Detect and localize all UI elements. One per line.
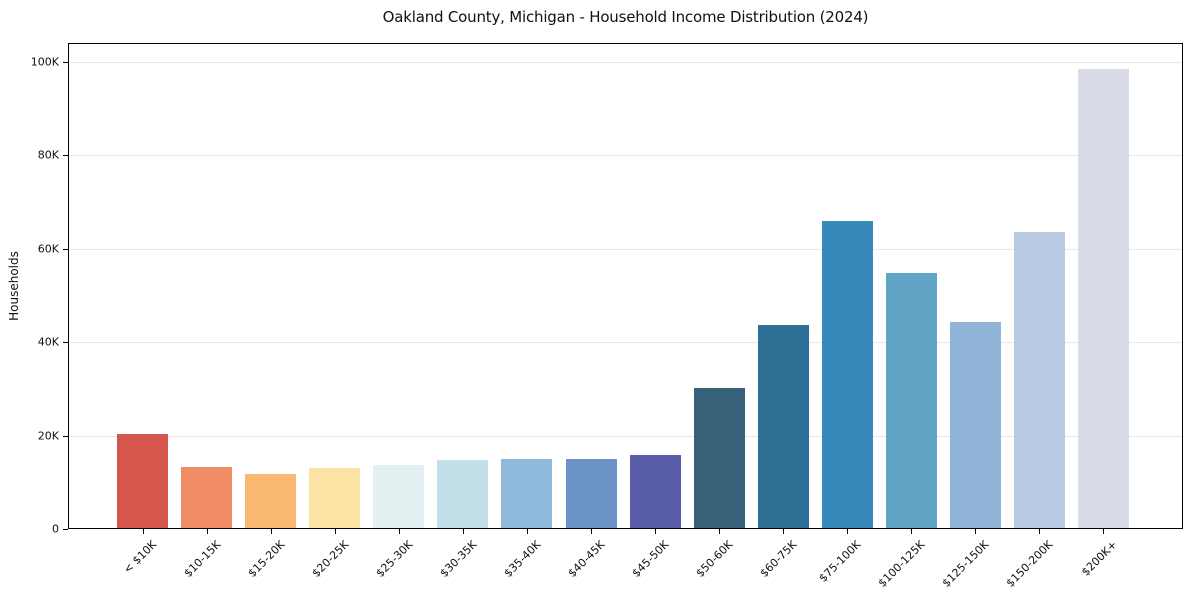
x-tick-mark xyxy=(975,529,977,534)
x-tick-mark xyxy=(911,529,913,534)
bar-< $10K xyxy=(117,433,169,529)
x-tick-mark xyxy=(655,529,657,534)
x-tick-label: $45-50K xyxy=(629,538,672,580)
bar-$10-15K xyxy=(181,467,233,529)
y-tick-label: 100K xyxy=(30,55,59,69)
bar-$125-150K xyxy=(949,321,1001,529)
y-tick-mark xyxy=(63,248,68,250)
gridline-20K xyxy=(68,435,1183,437)
bar-$40-45K xyxy=(565,458,617,529)
x-tick-label: $35-40K xyxy=(501,538,544,580)
x-tick-mark xyxy=(847,529,849,534)
x-tick-label: $200K+ xyxy=(1078,538,1120,579)
x-tick-mark xyxy=(398,529,401,534)
y-tick-mark xyxy=(63,61,68,63)
bar-$20-25K xyxy=(309,468,361,530)
y-tick-mark xyxy=(63,155,68,157)
y-axis-title: Households xyxy=(7,251,21,321)
bar-$50-60K xyxy=(693,387,745,529)
x-tick-mark xyxy=(1103,529,1105,534)
gridline-40K xyxy=(68,342,1183,344)
x-tick-mark xyxy=(206,529,208,534)
x-tick-mark xyxy=(783,529,785,534)
bar-$30-35K xyxy=(437,460,489,529)
gridline-60K xyxy=(68,248,1183,250)
bar-$35-40K xyxy=(501,459,553,529)
x-tick-label: $30-35K xyxy=(437,538,480,580)
bar-$100-125K xyxy=(885,273,937,529)
x-tick-mark xyxy=(334,529,336,534)
x-tick-mark xyxy=(1039,529,1041,534)
y-tick-mark xyxy=(63,342,68,344)
x-tick-mark xyxy=(719,529,721,534)
x-tick-mark xyxy=(142,529,144,534)
x-tick-label: $75-100K xyxy=(816,538,864,585)
y-tick-label: 80K xyxy=(37,148,59,162)
y-tick-mark xyxy=(63,435,68,437)
gridline-100K xyxy=(68,61,1183,63)
x-tick-label: $25-30K xyxy=(373,538,416,580)
y-tick-label: 40K xyxy=(37,335,59,349)
x-tick-label: $15-20K xyxy=(245,538,288,580)
x-tick-label: $20-25K xyxy=(309,538,352,580)
x-tick-label: $50-60K xyxy=(693,538,736,580)
x-tick-label: $40-45K xyxy=(565,538,608,580)
x-tick-label: $100-125K xyxy=(875,538,928,590)
bar-$150-200K xyxy=(1013,232,1065,529)
plot-frame xyxy=(68,43,1183,529)
bar-$15-20K xyxy=(245,473,297,529)
y-tick-label: 0 xyxy=(52,522,59,536)
x-tick-label: $125-150K xyxy=(939,538,992,590)
x-tick-label: $10-15K xyxy=(181,538,223,580)
bar-$25-30K xyxy=(373,465,425,529)
bar-$75-100K xyxy=(821,220,873,529)
y-tick-label: 60K xyxy=(37,242,59,256)
x-tick-label: $150-200K xyxy=(1003,538,1056,590)
x-tick-label: < $10K xyxy=(120,538,159,577)
bar-$60-75K xyxy=(757,324,809,529)
x-tick-mark xyxy=(462,529,465,534)
y-tick-mark xyxy=(63,529,68,531)
y-tick-label: 20K xyxy=(37,429,59,442)
bar-$200K+ xyxy=(1077,69,1129,529)
bar-$45-50K xyxy=(629,454,681,529)
x-tick-label: $60-75K xyxy=(757,538,800,580)
x-tick-mark xyxy=(270,529,272,534)
gridline-80K xyxy=(68,155,1183,157)
x-tick-mark xyxy=(591,529,593,534)
chart-title: Oakland County, Michigan - Household Inc… xyxy=(382,8,869,26)
x-tick-mark xyxy=(526,529,529,534)
